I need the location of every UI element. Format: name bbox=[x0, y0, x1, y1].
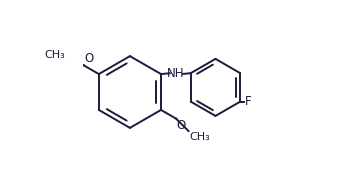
Text: CH₃: CH₃ bbox=[189, 132, 210, 142]
Text: O: O bbox=[85, 52, 94, 65]
Text: NH: NH bbox=[167, 67, 185, 80]
Text: O: O bbox=[176, 119, 186, 132]
Text: F: F bbox=[245, 95, 252, 108]
Text: CH₃: CH₃ bbox=[44, 50, 65, 60]
